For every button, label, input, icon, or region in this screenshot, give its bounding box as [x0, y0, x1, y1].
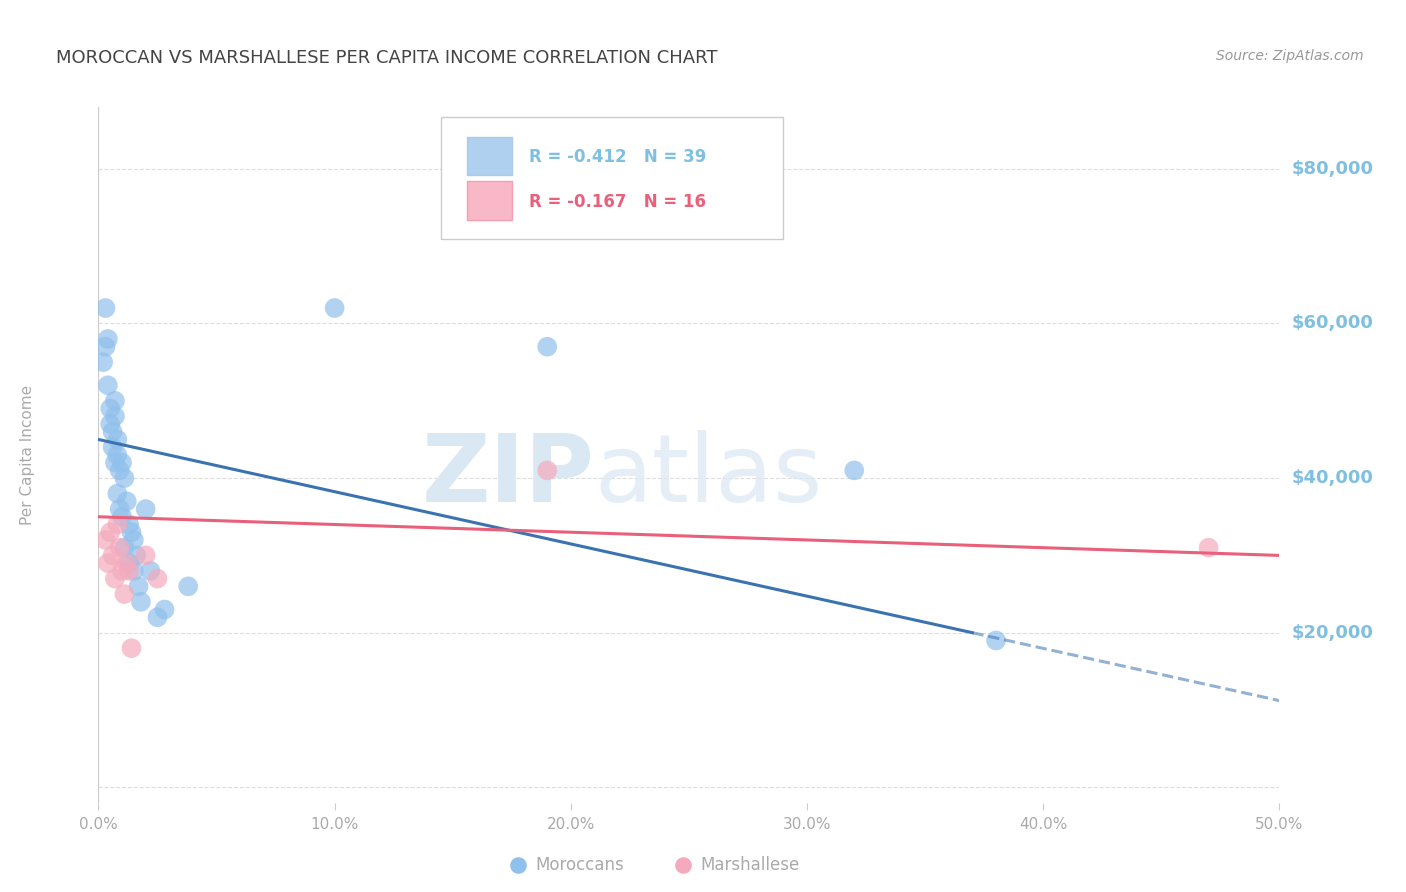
Text: $40,000: $40,000	[1291, 469, 1374, 487]
Point	[139, 564, 162, 578]
Point	[94, 340, 117, 354]
Point	[108, 463, 131, 477]
Point	[105, 433, 128, 447]
Text: Marshallese: Marshallese	[700, 856, 800, 874]
Point	[101, 440, 124, 454]
Point	[111, 456, 134, 470]
Point	[94, 301, 117, 315]
Point	[135, 502, 157, 516]
Point	[108, 541, 131, 555]
Point	[121, 641, 143, 656]
Point	[122, 564, 145, 578]
Point	[97, 556, 120, 570]
Point	[104, 393, 127, 408]
Point	[111, 564, 134, 578]
Point	[104, 572, 127, 586]
Point	[118, 517, 141, 532]
Point	[112, 541, 135, 555]
Text: ZIP: ZIP	[422, 430, 595, 522]
Point	[91, 355, 114, 369]
Point	[146, 572, 169, 586]
Point	[101, 425, 124, 439]
Point	[122, 533, 145, 547]
Text: Per Capita Income: Per Capita Income	[20, 384, 35, 525]
Point	[94, 533, 117, 547]
Point	[108, 502, 131, 516]
Bar	[467, 137, 512, 175]
Point	[97, 332, 120, 346]
FancyBboxPatch shape	[441, 118, 783, 239]
Point	[98, 401, 121, 416]
Point	[121, 525, 143, 540]
Point	[146, 610, 169, 624]
Point	[98, 417, 121, 431]
Text: Moroccans: Moroccans	[536, 856, 624, 874]
Text: R = -0.412   N = 39: R = -0.412 N = 39	[530, 148, 707, 166]
Point	[177, 579, 200, 593]
Point	[112, 471, 135, 485]
Point	[536, 340, 558, 354]
Point	[105, 486, 128, 500]
Point	[1257, 780, 1279, 795]
Point	[984, 633, 1007, 648]
Point	[925, 780, 948, 795]
Text: $60,000: $60,000	[1291, 315, 1374, 333]
Text: atlas: atlas	[595, 430, 823, 522]
Point	[105, 517, 128, 532]
Point	[115, 556, 138, 570]
Point	[129, 595, 152, 609]
Bar	[467, 181, 512, 219]
Point	[118, 556, 141, 570]
Point	[97, 378, 120, 392]
Point	[125, 549, 148, 563]
Text: $20,000: $20,000	[1291, 624, 1374, 641]
Point	[112, 587, 135, 601]
Text: MOROCCAN VS MARSHALLESE PER CAPITA INCOME CORRELATION CHART: MOROCCAN VS MARSHALLESE PER CAPITA INCOM…	[56, 49, 717, 67]
Text: R = -0.167   N = 16: R = -0.167 N = 16	[530, 193, 706, 211]
Point	[153, 602, 176, 616]
Point	[101, 549, 124, 563]
Point	[115, 494, 138, 508]
Text: Source: ZipAtlas.com: Source: ZipAtlas.com	[1216, 49, 1364, 63]
Point	[323, 301, 346, 315]
Point	[111, 509, 134, 524]
Point	[844, 463, 866, 477]
Point	[536, 463, 558, 477]
Point	[98, 525, 121, 540]
Text: $80,000: $80,000	[1291, 160, 1374, 178]
Point	[105, 448, 128, 462]
Point	[104, 456, 127, 470]
Point	[118, 564, 141, 578]
Point	[135, 549, 157, 563]
Point	[104, 409, 127, 424]
Point	[128, 579, 150, 593]
Point	[1198, 541, 1220, 555]
